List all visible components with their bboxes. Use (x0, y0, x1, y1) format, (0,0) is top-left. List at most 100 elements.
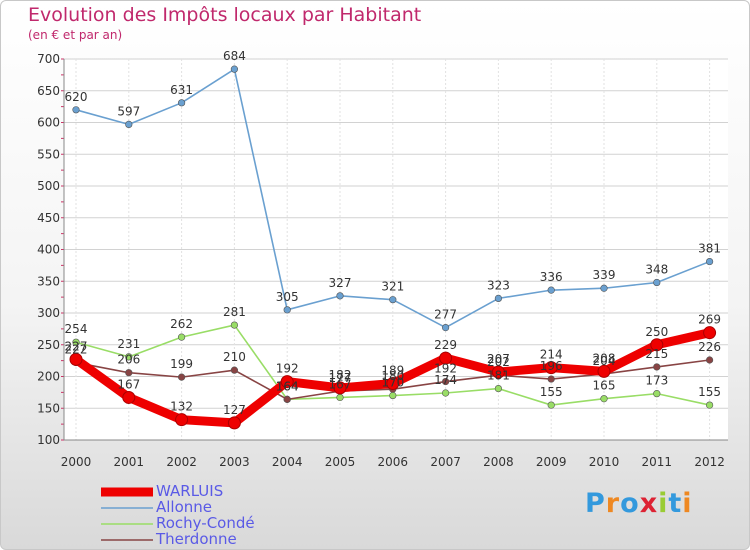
data-label-warluis: 229 (434, 338, 457, 352)
legend-label-rochy-conde: Rochy-Condé (156, 514, 255, 532)
data-point-therdonne (653, 363, 661, 371)
data-point-warluis (280, 375, 294, 389)
data-point-allonne (125, 120, 133, 129)
y-tick-label: 650 (37, 84, 60, 98)
data-label-allonne: 381 (698, 242, 721, 256)
data-point-warluis (544, 361, 558, 375)
data-point-warluis (333, 381, 347, 395)
data-point-rochy-conde (178, 333, 186, 341)
data-point-rochy-conde (336, 393, 344, 402)
logo-letter: r (605, 488, 621, 519)
data-point-allonne (283, 306, 291, 314)
data-label-therdonne: 222 (65, 343, 88, 357)
data-point-therdonne (283, 395, 291, 403)
y-tick-label: 500 (37, 179, 60, 193)
data-point-allonne (336, 292, 344, 300)
data-label-allonne: 620 (65, 90, 88, 104)
data-point-allonne (653, 278, 661, 287)
data-point-rochy-conde (600, 395, 608, 403)
data-label-warluis: 182 (329, 368, 352, 382)
data-label-rochy-conde: 262 (170, 317, 193, 331)
data-point-warluis (650, 338, 664, 352)
legend-label-warluis: WARLUIS (156, 482, 224, 500)
x-tick-label: 2009 (536, 455, 567, 469)
data-label-allonne: 631 (170, 83, 193, 97)
data-label-allonne: 597 (117, 104, 140, 118)
data-label-rochy-conde: 155 (540, 385, 563, 399)
data-label-rochy-conde: 281 (223, 305, 246, 319)
data-point-therdonne (547, 375, 555, 383)
data-point-warluis (122, 390, 136, 404)
data-point-allonne (442, 324, 450, 332)
data-label-rochy-conde: 170 (381, 376, 404, 390)
proxiti-logo: Proxiti (585, 488, 693, 519)
data-point-allonne (494, 294, 503, 302)
data-point-rochy-conde (230, 321, 238, 329)
data-label-warluis: 189 (381, 363, 404, 377)
data-point-allonne (230, 65, 238, 73)
data-label-therdonne: 202 (487, 355, 510, 369)
legend-label-therdonne: Therdonne (156, 530, 237, 548)
y-tick-label: 350 (37, 274, 60, 288)
x-tick-label: 2001 (114, 455, 145, 469)
data-label-allonne: 305 (276, 290, 299, 304)
data-label-warluis: 214 (540, 348, 563, 362)
data-point-warluis (491, 365, 505, 379)
data-point-therdonne (705, 356, 714, 364)
x-tick-label: 2012 (694, 455, 725, 469)
data-point-allonne (72, 106, 80, 114)
data-label-rochy-conde: 174 (434, 373, 457, 387)
data-point-therdonne (125, 369, 133, 377)
data-label-warluis: 207 (487, 352, 510, 366)
data-label-warluis: 269 (698, 313, 721, 327)
y-tick-label: 150 (37, 401, 60, 415)
data-point-warluis (69, 352, 83, 366)
data-label-warluis: 250 (645, 325, 668, 339)
data-label-therdonne: 196 (540, 359, 563, 373)
y-tick-label: 300 (37, 306, 60, 320)
x-tick-label: 2004 (272, 455, 303, 469)
data-label-therdonne: 215 (645, 347, 668, 361)
data-label-allonne: 323 (487, 278, 510, 292)
y-tick-label: 700 (37, 52, 60, 66)
data-point-allonne (705, 257, 714, 266)
y-tick-label: 100 (37, 433, 60, 447)
data-label-rochy-conde: 164 (276, 379, 299, 393)
chart-subtitle: (en € et par an) (28, 28, 123, 42)
x-tick-label: 2011 (642, 455, 673, 469)
data-label-rochy-conde: 181 (487, 369, 510, 383)
data-label-rochy-conde: 173 (645, 374, 668, 388)
logo-letter: i (682, 488, 693, 519)
x-tick-label: 2000 (61, 455, 92, 469)
data-point-rochy-conde (705, 401, 714, 409)
data-label-warluis: 127 (223, 403, 246, 417)
data-label-rochy-conde: 231 (117, 337, 140, 351)
x-tick-label: 2008 (483, 455, 514, 469)
y-tick-label: 550 (37, 147, 60, 161)
data-label-therdonne: 177 (329, 371, 352, 385)
logo-letter: P (585, 488, 606, 519)
y-tick-label: 250 (37, 338, 60, 352)
data-label-therdonne: 206 (117, 353, 140, 367)
data-point-therdonne (442, 377, 450, 386)
legend-swatch-therdonne (101, 539, 153, 541)
data-point-warluis (227, 416, 241, 430)
x-tick-label: 2010 (589, 455, 620, 469)
data-point-warluis (597, 364, 611, 378)
data-point-therdonne (178, 373, 186, 381)
data-label-therdonne: 164 (276, 379, 299, 393)
data-label-therdonne: 199 (170, 357, 193, 371)
chart-title: Evolution des Impôts locaux par Habitant (28, 4, 422, 26)
data-point-warluis (703, 326, 717, 340)
data-point-rochy-conde (442, 389, 450, 397)
x-tick-label: 2003 (219, 455, 250, 469)
data-point-therdonne (230, 366, 238, 374)
data-label-allonne: 277 (434, 308, 457, 322)
logo-letter: o (620, 488, 640, 519)
data-point-rochy-conde (653, 390, 661, 398)
y-tick-label: 600 (37, 116, 60, 130)
data-point-rochy-conde (494, 384, 503, 393)
data-point-allonne (547, 286, 555, 294)
data-point-rochy-conde (125, 353, 133, 361)
